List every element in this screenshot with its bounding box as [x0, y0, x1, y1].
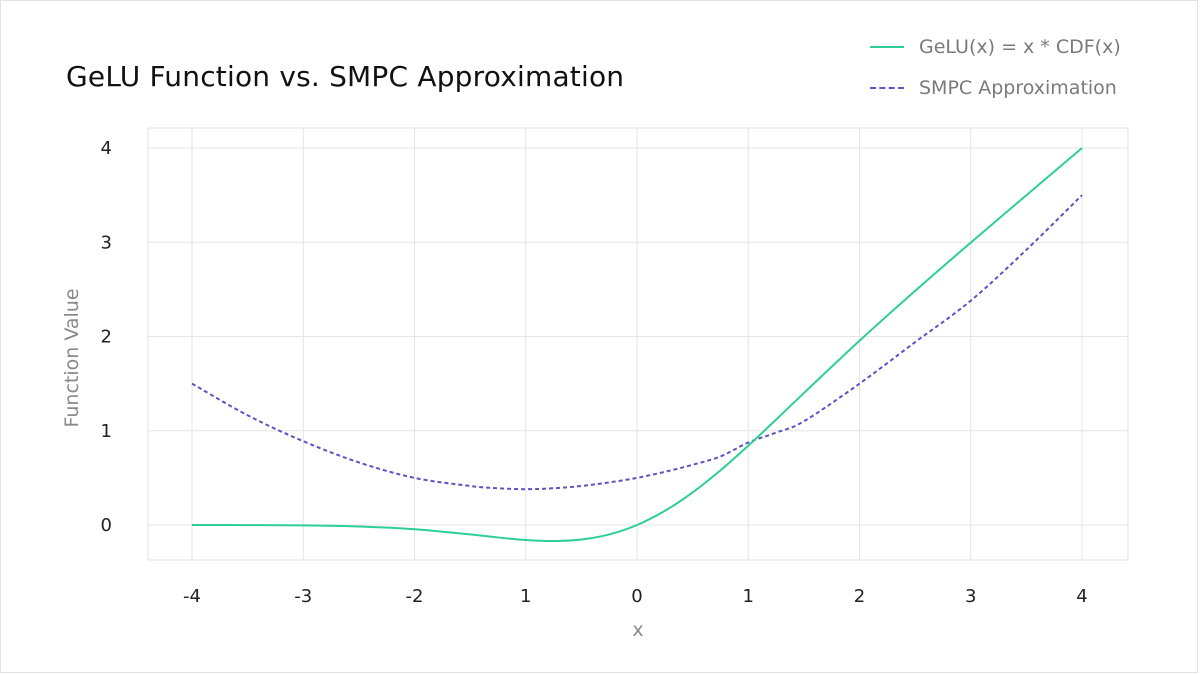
x-tick-label: 1: [743, 586, 754, 607]
legend-label-smpc: SMPC Approximation: [919, 77, 1117, 99]
plot-area-border: [147, 127, 1129, 561]
tick-layer: -4 -3 -2 1 0 1 2 3 4 0 1 2 3 4: [101, 138, 1088, 607]
legend-item-gelu: GeLU(x) = x * CDF(x): [870, 36, 1170, 58]
legend-swatch-gelu: [870, 46, 904, 48]
series-layer: [191, 147, 1083, 543]
legend-item-smpc: SMPC Approximation: [870, 77, 1170, 99]
series-line-gelu: [191, 147, 1083, 543]
x-tick-label: 0: [631, 586, 642, 607]
x-tick-label: 4: [1076, 586, 1087, 607]
x-axis-title: x: [632, 619, 643, 641]
y-tick-label: 1: [101, 421, 112, 442]
x-tick-label: 1: [520, 586, 531, 607]
x-tick-label: -3: [294, 586, 312, 607]
chart-title: GeLU Function vs. SMPC Approximation: [66, 60, 625, 93]
chart-legend: GeLU(x) = x * CDF(x) SMPC Approximation: [870, 36, 1170, 118]
x-tick-label: 3: [965, 586, 976, 607]
y-tick-label: 0: [101, 515, 112, 536]
y-tick-label: 4: [101, 138, 112, 159]
series-line-smpc: [191, 194, 1083, 491]
x-tick-label: -2: [406, 586, 424, 607]
y-tick-label: 3: [101, 232, 112, 253]
legend-swatch-smpc: [870, 87, 904, 89]
grid-layer: [147, 127, 1129, 561]
x-tick-label: -4: [183, 586, 201, 607]
legend-label-gelu: GeLU(x) = x * CDF(x): [919, 36, 1121, 58]
y-tick-label: 2: [101, 327, 112, 348]
x-tick-label: 2: [854, 586, 865, 607]
y-axis-title: Function Value: [61, 288, 83, 427]
